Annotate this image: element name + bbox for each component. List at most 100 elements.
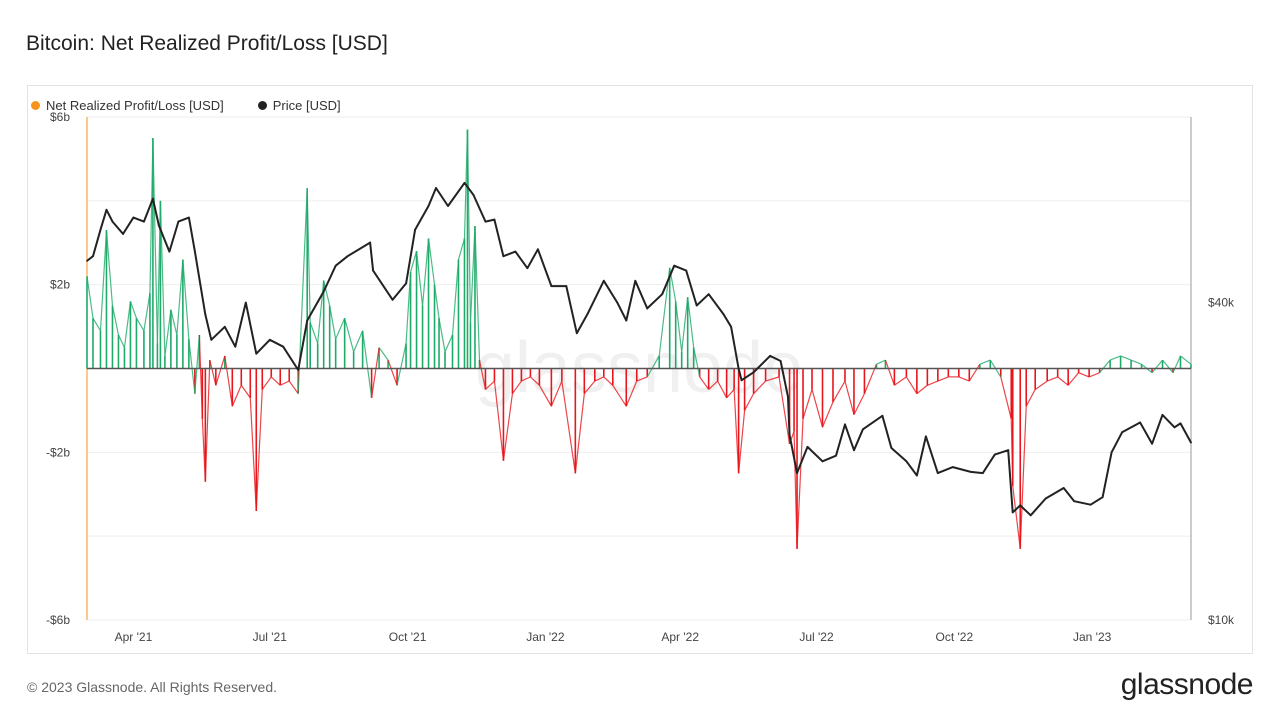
npl-segment [687,297,695,348]
npl-segment [152,137,159,344]
npl-segment [675,301,683,352]
npl-segment [1151,359,1163,374]
price-point [969,470,972,473]
chart-panel [27,85,1253,654]
price-point [625,319,628,322]
npl-segment [117,334,125,348]
price-point [268,338,271,341]
npl-segment [1000,376,1012,419]
price-point [86,260,88,262]
npl-segment [105,230,114,306]
npl-segment [249,397,257,512]
price-point [993,453,996,456]
price-point [1089,503,1092,506]
npl-segment [270,376,281,386]
npl-segment [466,129,472,323]
price-point [602,279,605,282]
y-left-tick-label: -$2b [46,445,70,459]
price-point [722,313,725,316]
price-point [1011,511,1014,514]
price-point [707,293,710,296]
price-point [752,371,755,374]
price-point [244,301,247,304]
npl-segment [176,259,184,336]
npl-segment [1172,355,1182,373]
npl-segment [905,376,918,394]
npl-segment [451,259,460,336]
npl-segment [1180,355,1192,365]
price-point [787,395,789,398]
npl-segment [405,272,412,344]
npl-segment [143,292,151,331]
npl-segment [821,401,834,428]
price-point [890,447,893,449]
npl-segment [194,334,200,394]
price-point [844,423,846,426]
npl-segment [894,376,907,386]
npl-segment [182,259,190,340]
npl-segment [1019,406,1027,549]
price-point [862,428,864,431]
npl-segment [129,301,137,319]
price-point [405,282,407,285]
price-point [223,325,226,328]
npl-segment [123,301,132,348]
npl-segment [753,380,767,395]
price-point [1173,426,1176,429]
price-point [634,279,637,282]
price-point [1007,449,1010,452]
npl-segment [744,393,755,411]
npl-segment [485,380,495,390]
x-tick-label: Apr '22 [661,630,699,644]
price-point [427,205,430,207]
npl-segment [493,381,505,461]
price-point [372,269,375,272]
npl-segment [135,317,145,332]
npl-segment [793,431,798,549]
npl-segment [306,188,311,323]
price-point [1139,421,1141,424]
npl-segment [765,376,780,382]
x-tick-label: Jul '22 [799,630,834,644]
npl-segment [717,380,728,399]
npl-segment [1099,359,1111,374]
npl-segment [164,309,172,357]
npl-segment [409,250,418,273]
price-point [210,338,213,341]
npl-segment [979,359,991,365]
npl-segment [603,376,614,386]
npl-segment [937,376,949,382]
legend-dot-price [257,101,267,110]
price-point [132,216,135,219]
legend-item-npl[interactable]: Net Realized Profit/Loss [USD] [31,98,224,113]
glassnode-logo: glassnode [1120,668,1254,701]
price-point [414,228,416,231]
npl-segment [323,280,331,306]
price-point [536,248,539,251]
npl-segment [853,393,865,415]
price-point [99,228,102,231]
npl-segment [927,380,939,386]
price-point [1062,487,1065,489]
npl-segment [1034,380,1048,390]
npl-segment [502,393,514,461]
npl-segment [231,385,242,407]
npl-segment [1109,355,1121,361]
price-point [322,290,325,293]
price-point [695,304,698,307]
npl-segment [309,322,319,344]
x-tick-label: Apr '21 [115,630,153,644]
price-point [835,454,837,457]
legend-item-price[interactable]: Price [USD] [257,98,341,113]
npl-segment [844,380,855,415]
price-point [1101,496,1104,499]
npl-segment [335,317,346,340]
npl-segment [738,410,746,474]
price-point [730,325,733,328]
price-point [187,216,190,219]
npl-segment [876,359,886,365]
chart-title: Bitcoin: Net Realized Profit/Loss [USD] [26,32,388,55]
npl-segment [1057,376,1069,386]
npl-segment [511,380,522,394]
